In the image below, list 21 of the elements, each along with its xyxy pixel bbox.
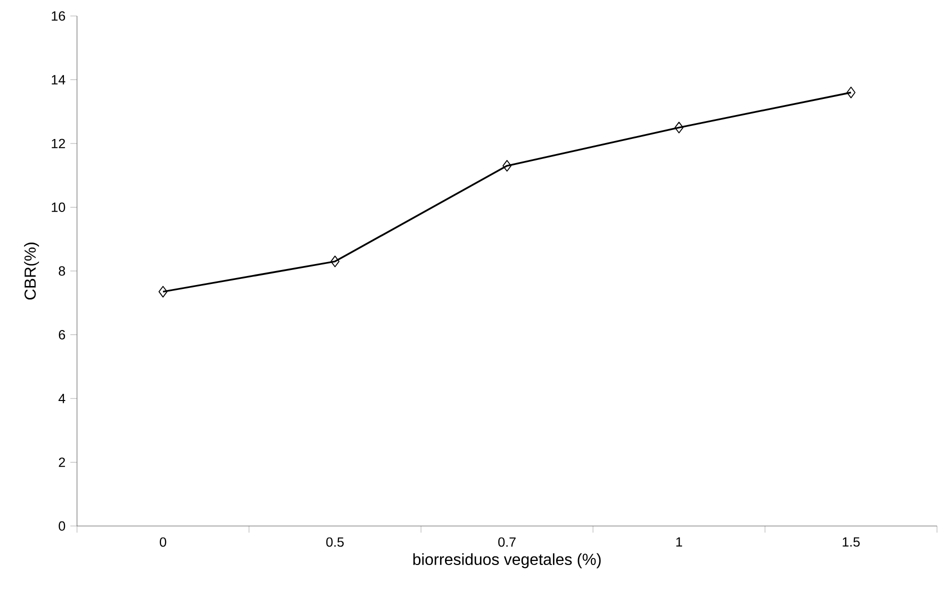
y-tick-label: 4 xyxy=(58,394,66,404)
y-tick-label: 10 xyxy=(52,202,66,212)
y-tick-label: 0 xyxy=(58,521,66,531)
point xyxy=(502,160,512,172)
y-tick-label: 8 xyxy=(58,266,66,276)
y-tick-label: 14 xyxy=(52,75,66,84)
y-axis-title: CBR(%) xyxy=(24,242,39,300)
point xyxy=(674,122,684,134)
y-tick-label: 6 xyxy=(58,330,66,340)
x-tick-label: 1.5 xyxy=(842,537,860,547)
point xyxy=(846,86,856,98)
point xyxy=(330,256,340,268)
point xyxy=(158,286,168,298)
y-tick-label: 2 xyxy=(58,458,65,467)
x-tick-label: 0.7 xyxy=(498,537,516,547)
x-tick-label: 1 xyxy=(676,537,682,547)
x-tick-label: 0.5 xyxy=(326,537,344,547)
x-tick-label: 0 xyxy=(160,537,166,547)
y-tick-label: 16 xyxy=(52,11,66,21)
x-axis-title: biorresiduos vegetales (%) xyxy=(413,553,601,568)
y-tick-label: 12 xyxy=(52,138,65,148)
